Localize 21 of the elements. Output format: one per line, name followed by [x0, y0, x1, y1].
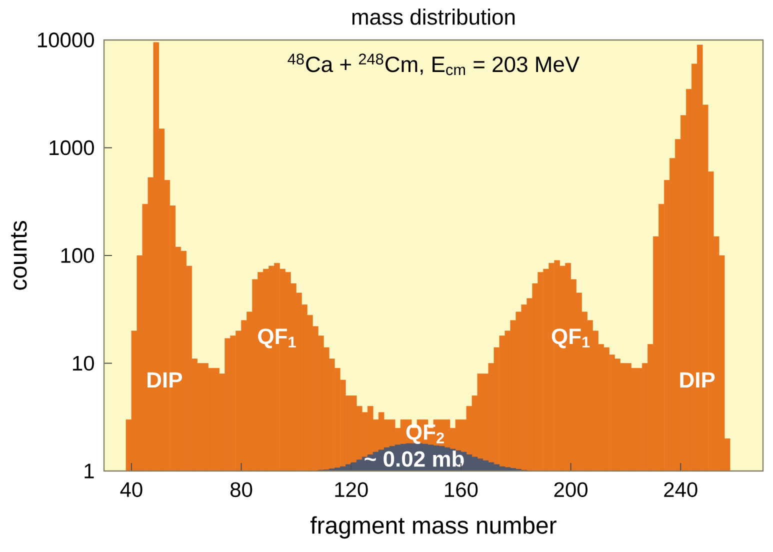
annotation: $^{48}$Ca + $^{248}$Cm, E$_{cm}$ = 203 MeV	[288, 54, 580, 76]
x-tick-label: 80	[230, 482, 252, 498]
x-tick-label: 200	[554, 482, 588, 498]
annotation: QF$_{2}$	[406, 424, 444, 444]
chart-title: mass distribution	[352, 8, 515, 25]
annotation: ~ 0.02 mb	[364, 450, 464, 467]
y-tick-label: 1	[84, 464, 94, 478]
y-tick-label: 1000	[50, 140, 94, 156]
annotation: QF$_{1}$	[258, 328, 296, 348]
y-axis-title: counts	[11, 221, 27, 290]
annotation: DIP	[680, 372, 715, 388]
y-tick-label: 10000	[38, 32, 94, 48]
x-tick-label: 40	[120, 482, 142, 498]
x-tick-label: 240	[664, 482, 698, 498]
y-tick-label: 100	[61, 248, 94, 263]
annotation: QF$_{1}$	[552, 328, 590, 348]
x-tick-label: 160	[445, 482, 478, 498]
x-axis-title: fragment mass number	[310, 516, 556, 539]
y-tick-label: 10	[73, 356, 94, 371]
x-tick-label: 120	[335, 482, 368, 498]
annotation: DIP	[148, 372, 182, 388]
